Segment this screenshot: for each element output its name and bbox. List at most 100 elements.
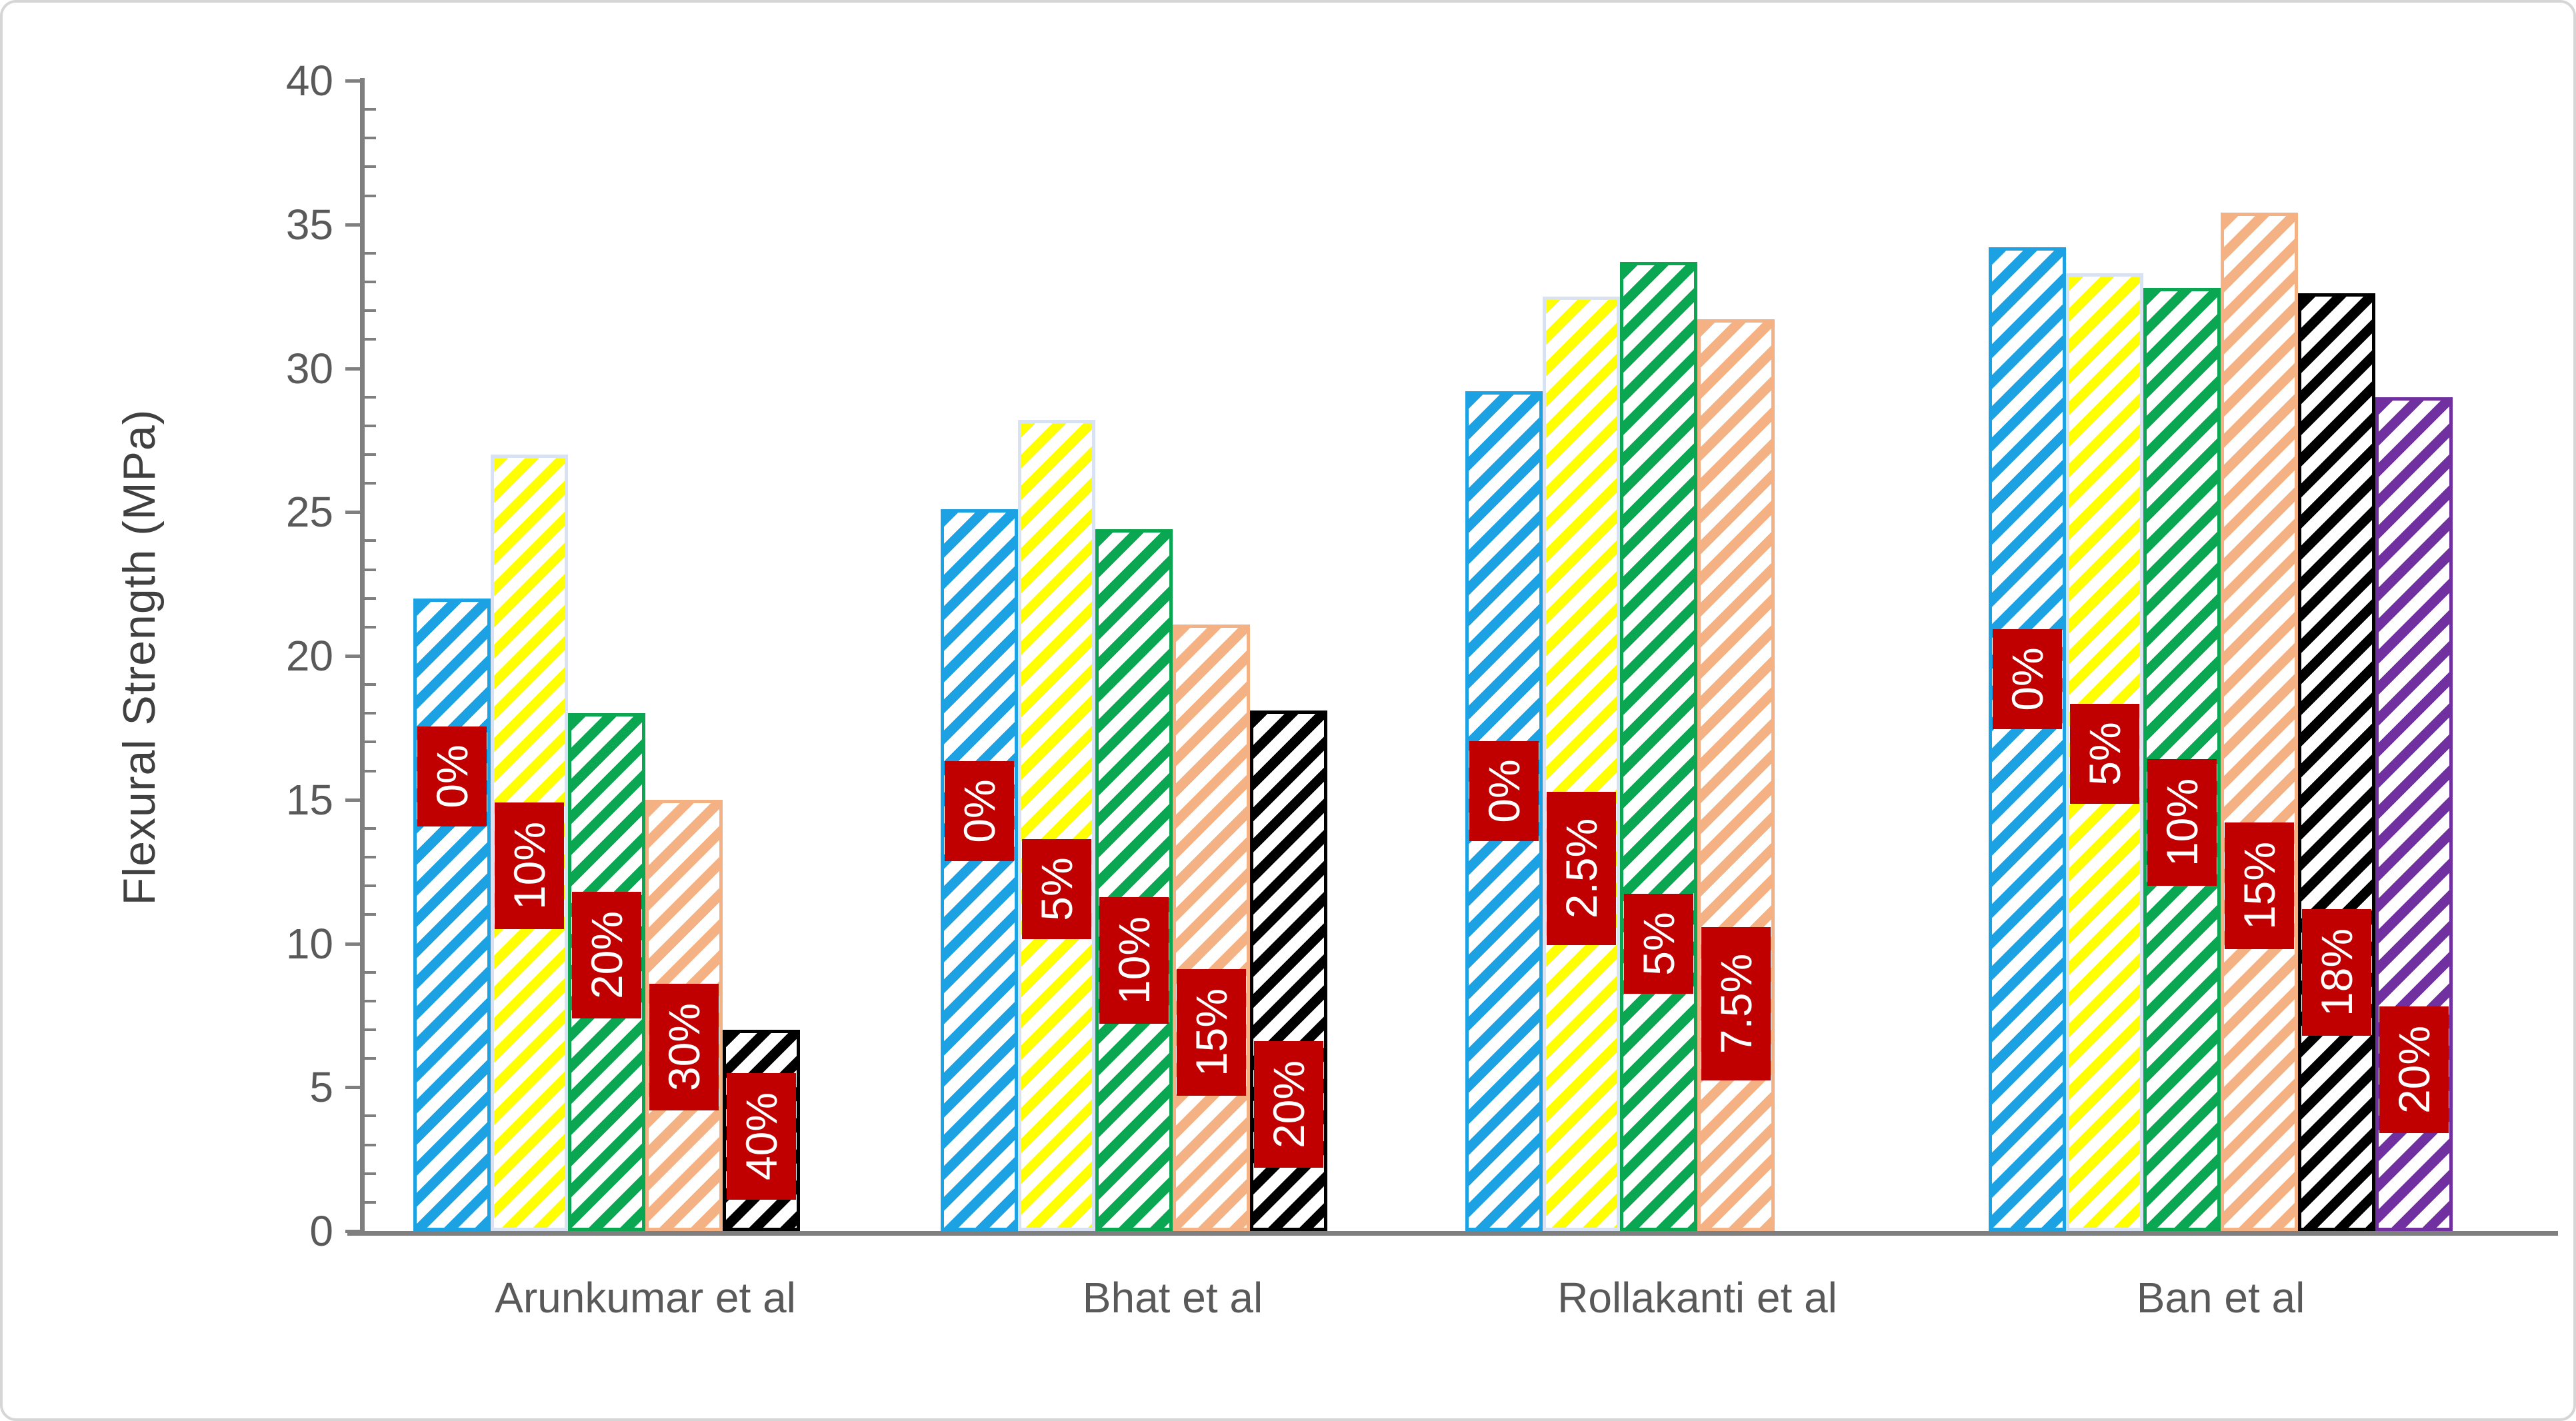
bar-data-label-text: 0% [1479, 759, 1529, 823]
bar-data-label-text: 10% [2157, 778, 2207, 867]
y-minor-tick [365, 482, 376, 485]
bar-data-label-text: 7.5% [1711, 953, 1761, 1054]
y-major-tick [345, 655, 363, 658]
bar-data-label: 10% [495, 802, 564, 929]
bar-data-label: 7.5% [1701, 927, 1771, 1081]
y-minor-tick [365, 568, 376, 571]
bar [1173, 624, 1250, 1231]
bar [2298, 293, 2375, 1231]
y-minor-tick [365, 1028, 376, 1031]
bar-data-label-text: 20% [1264, 1060, 1313, 1149]
category-label: Arunkumar et al [495, 1274, 796, 1322]
y-minor-tick [365, 338, 376, 341]
bar-data-label: 18% [2302, 908, 2371, 1036]
bar-data-label: 10% [1099, 897, 1169, 1024]
y-tick-label: 20 [285, 632, 333, 680]
bar [1543, 296, 1620, 1231]
y-minor-tick [365, 1114, 376, 1118]
y-minor-tick [365, 970, 376, 974]
y-minor-tick [365, 137, 376, 140]
bar [1095, 529, 1173, 1231]
bar-data-label-text: 0% [2003, 647, 2052, 711]
y-tick-label: 0 [309, 1207, 333, 1255]
y-major-tick [345, 1230, 363, 1233]
y-major-tick [345, 223, 363, 227]
bar-data-label-text: 5% [1032, 856, 1081, 921]
bar [413, 598, 491, 1231]
x-axis-line [347, 1231, 2558, 1236]
y-minor-tick [365, 1200, 376, 1204]
bar-data-label-text: 5% [2080, 722, 2129, 786]
y-minor-tick [365, 108, 376, 111]
y-minor-tick [365, 769, 376, 772]
bar-data-label-text: 18% [2312, 928, 2361, 1016]
category-label: Bhat et al [1082, 1274, 1263, 1322]
y-minor-tick [365, 597, 376, 600]
bar-data-label: 15% [2225, 822, 2294, 950]
y-minor-tick [365, 1057, 376, 1060]
bar-data-label-text: 0% [955, 779, 1004, 843]
bar-data-label: 15% [1177, 969, 1246, 1096]
y-axis-title: Flexural Strength (MPa) [114, 409, 165, 906]
bar [1989, 247, 2066, 1231]
y-tick-label: 40 [285, 57, 333, 105]
category-label: Ban et al [2136, 1274, 2305, 1322]
y-minor-tick [365, 424, 376, 427]
bar-data-label: 0% [1993, 629, 2062, 729]
y-minor-tick [365, 1172, 376, 1175]
bar-data-label-text: 20% [2389, 1026, 2439, 1114]
y-major-tick [345, 798, 363, 802]
y-minor-tick [365, 395, 376, 399]
bar-data-label-text: 40% [737, 1092, 786, 1180]
bar-data-label-text: 15% [2235, 842, 2284, 930]
y-minor-tick [365, 913, 376, 916]
bar-data-label: 10% [2147, 759, 2217, 886]
y-minor-tick [365, 740, 376, 744]
y-minor-tick [365, 826, 376, 830]
bar-data-label: 40% [727, 1072, 796, 1200]
y-tick-label: 35 [285, 200, 333, 249]
bar-data-label-text: 10% [505, 821, 554, 910]
y-minor-tick [365, 625, 376, 629]
bar [941, 509, 1018, 1231]
y-major-tick [345, 511, 363, 515]
bar [1018, 420, 1095, 1231]
bar-data-label-text: 0% [427, 744, 477, 808]
bar [1697, 319, 1775, 1231]
y-tick-label: 15 [285, 775, 333, 824]
y-tick-label: 25 [285, 488, 333, 537]
y-minor-tick [365, 165, 376, 169]
y-major-tick [345, 1086, 363, 1090]
bar-data-label: 20% [1254, 1041, 1323, 1168]
y-minor-tick [365, 309, 376, 313]
bar-data-label-text: 2.5% [1557, 818, 1606, 919]
bar-data-label: 5% [1624, 893, 1693, 994]
y-major-tick [345, 367, 363, 371]
y-minor-tick [365, 251, 376, 255]
bar-data-label: 0% [417, 726, 487, 827]
bar-data-label: 0% [1469, 740, 1539, 841]
bar-data-label-text: 30% [659, 1002, 709, 1091]
y-minor-tick [365, 884, 376, 888]
y-tick-label: 10 [285, 919, 333, 968]
bar-data-label: 5% [1022, 838, 1091, 939]
y-tick-label: 5 [309, 1063, 333, 1112]
bar-data-label: 5% [2070, 703, 2139, 804]
y-minor-tick [365, 712, 376, 715]
bar-data-label-text: 10% [1109, 916, 1159, 1005]
bar [2221, 213, 2298, 1231]
y-minor-tick [365, 281, 376, 284]
bar-data-label-text: 15% [1187, 988, 1236, 1077]
bar-data-label: 2.5% [1547, 792, 1616, 946]
y-minor-tick [365, 856, 376, 859]
y-minor-tick [365, 1143, 376, 1146]
bar [1620, 261, 1697, 1231]
y-minor-tick [365, 683, 376, 687]
category-label: Rollakanti et al [1557, 1274, 1837, 1322]
y-tick-label: 30 [285, 344, 333, 393]
y-minor-tick [365, 194, 376, 197]
y-major-tick [345, 79, 363, 83]
bar-data-label: 30% [649, 983, 719, 1110]
bar-data-label: 0% [945, 761, 1014, 861]
bar-data-label: 20% [2379, 1006, 2449, 1134]
